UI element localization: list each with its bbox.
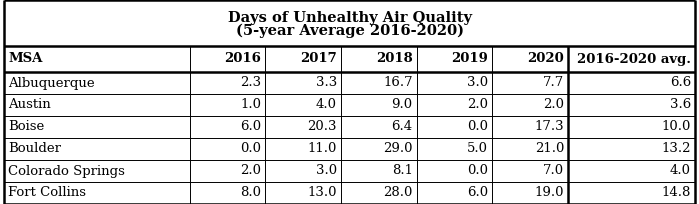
Text: 0.0: 0.0 bbox=[468, 121, 489, 133]
Text: Days of Unhealthy Air Quality: Days of Unhealthy Air Quality bbox=[227, 11, 472, 25]
Text: 3.6: 3.6 bbox=[670, 99, 691, 112]
Text: 13.2: 13.2 bbox=[661, 143, 691, 155]
Text: 14.8: 14.8 bbox=[662, 186, 691, 200]
Text: 2018: 2018 bbox=[376, 52, 412, 65]
Text: 2016-2020 avg.: 2016-2020 avg. bbox=[577, 52, 691, 65]
Text: 13.0: 13.0 bbox=[308, 186, 337, 200]
Text: 6.6: 6.6 bbox=[670, 76, 691, 90]
Text: 2.0: 2.0 bbox=[240, 164, 261, 177]
Text: 3.0: 3.0 bbox=[316, 164, 337, 177]
Text: 16.7: 16.7 bbox=[383, 76, 412, 90]
Text: 9.0: 9.0 bbox=[391, 99, 412, 112]
Text: 28.0: 28.0 bbox=[383, 186, 412, 200]
Text: 1.0: 1.0 bbox=[240, 99, 261, 112]
Text: 4.0: 4.0 bbox=[316, 99, 337, 112]
Text: Albuquerque: Albuquerque bbox=[8, 76, 94, 90]
Text: 2.3: 2.3 bbox=[240, 76, 261, 90]
Text: 6.0: 6.0 bbox=[240, 121, 261, 133]
Text: 11.0: 11.0 bbox=[308, 143, 337, 155]
Text: 2017: 2017 bbox=[300, 52, 337, 65]
Text: 21.0: 21.0 bbox=[535, 143, 564, 155]
Text: 8.0: 8.0 bbox=[240, 186, 261, 200]
Text: 17.3: 17.3 bbox=[535, 121, 564, 133]
Text: 0.0: 0.0 bbox=[468, 164, 489, 177]
Text: 7.7: 7.7 bbox=[543, 76, 564, 90]
Text: 0.0: 0.0 bbox=[240, 143, 261, 155]
Text: 2.0: 2.0 bbox=[468, 99, 489, 112]
Text: Fort Collins: Fort Collins bbox=[8, 186, 86, 200]
Text: 6.0: 6.0 bbox=[467, 186, 489, 200]
Text: 20.3: 20.3 bbox=[308, 121, 337, 133]
Text: 3.0: 3.0 bbox=[467, 76, 489, 90]
Text: 2020: 2020 bbox=[527, 52, 564, 65]
Text: 8.1: 8.1 bbox=[391, 164, 412, 177]
Text: 2019: 2019 bbox=[452, 52, 489, 65]
Text: 19.0: 19.0 bbox=[535, 186, 564, 200]
Text: 10.0: 10.0 bbox=[662, 121, 691, 133]
Text: 3.3: 3.3 bbox=[316, 76, 337, 90]
Text: Colorado Springs: Colorado Springs bbox=[8, 164, 125, 177]
Text: 5.0: 5.0 bbox=[468, 143, 489, 155]
Text: 7.0: 7.0 bbox=[543, 164, 564, 177]
Text: 2.0: 2.0 bbox=[543, 99, 564, 112]
Text: (5-year Average 2016-2020): (5-year Average 2016-2020) bbox=[236, 24, 463, 38]
Text: 29.0: 29.0 bbox=[383, 143, 412, 155]
Text: Austin: Austin bbox=[8, 99, 51, 112]
Text: Boulder: Boulder bbox=[8, 143, 61, 155]
Text: Boise: Boise bbox=[8, 121, 44, 133]
Text: 2016: 2016 bbox=[224, 52, 261, 65]
Text: 6.4: 6.4 bbox=[391, 121, 412, 133]
Text: 4.0: 4.0 bbox=[670, 164, 691, 177]
Text: MSA: MSA bbox=[8, 52, 43, 65]
